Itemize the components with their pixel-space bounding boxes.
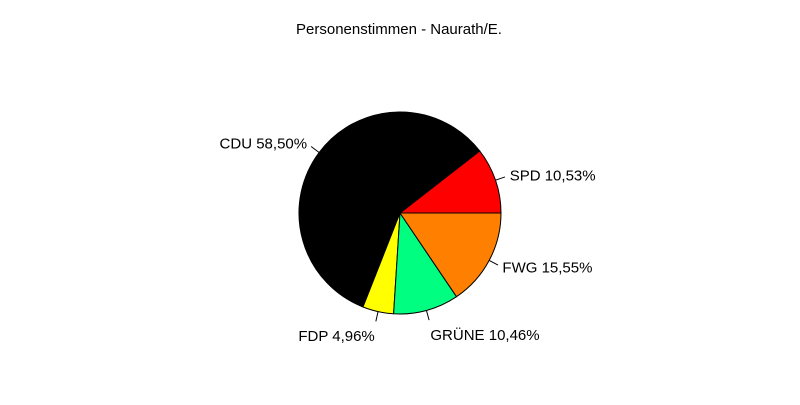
slice-label-fdp: FDP 4,96% <box>298 328 374 345</box>
leader-line-gr-ne <box>425 310 430 321</box>
slice-label-fwg: FWG 15,55% <box>502 259 592 276</box>
leader-line-fwg <box>488 259 499 266</box>
slice-label-spd: SPD 10,53% <box>510 167 596 184</box>
label-leader-lines <box>310 146 506 322</box>
chart-title: Personenstimmen - Naurath/E. <box>296 21 502 38</box>
slice-labels: SPD 10,53% CDU 58,50% FDP 4,96% GRÜNE 10,46… <box>220 136 596 346</box>
slice-label-gr-ne: GRÜNE 10,46% <box>430 326 539 344</box>
leader-line-spd <box>495 176 506 181</box>
pie-slices <box>298 111 502 315</box>
leader-line-cdu <box>310 146 320 153</box>
pie-slice-cdu <box>298 111 481 308</box>
slice-label-cdu: CDU 58,50% <box>220 136 308 153</box>
leader-line-fdp <box>375 311 379 322</box>
